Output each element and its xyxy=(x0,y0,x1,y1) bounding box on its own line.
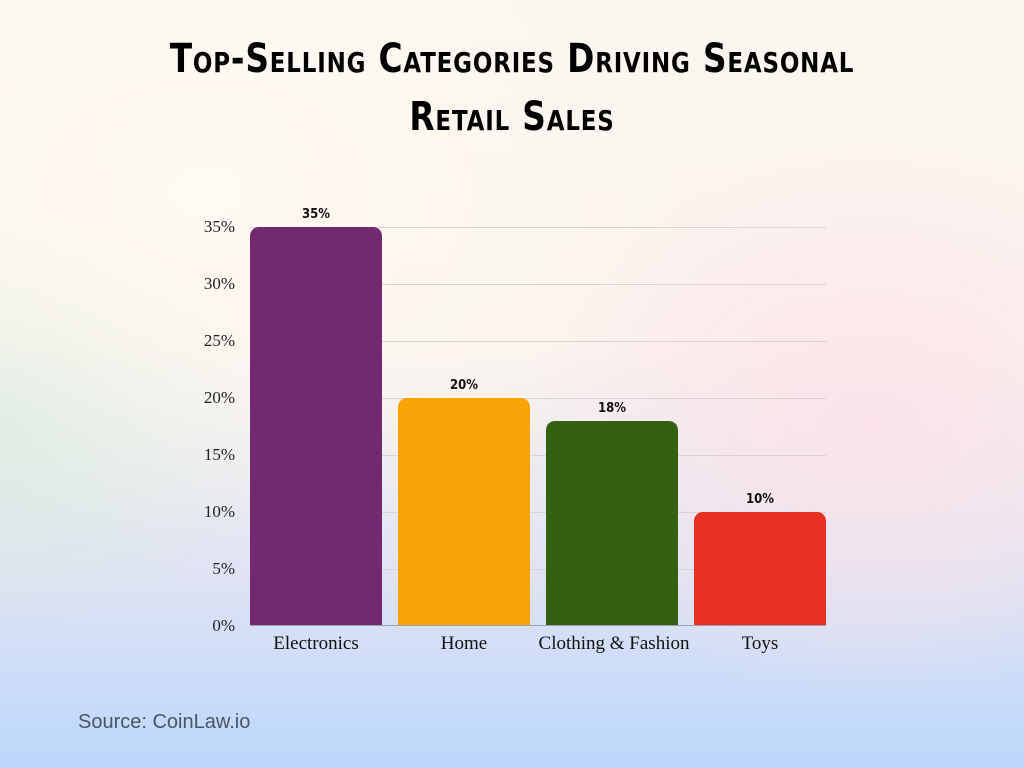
y-tick-label: 15% xyxy=(203,445,235,464)
x-tick-label: Electronics xyxy=(273,633,359,654)
x-tick-label: Home xyxy=(440,633,488,654)
y-tick-label: 30% xyxy=(203,274,235,293)
y-tick-label: 35% xyxy=(203,217,235,236)
y-tick-label: 20% xyxy=(203,388,235,407)
bar-value-label: 35% xyxy=(302,207,330,222)
bar-value-label: 18% xyxy=(598,401,626,416)
chart-title-line2: Retail Sales xyxy=(409,94,615,140)
chart-title: Top-Selling Categories Driving Seasonal … xyxy=(92,30,932,146)
x-tick-label: Toys xyxy=(741,633,779,654)
bar-value-label: 20% xyxy=(450,378,478,393)
bar-value-label: 10% xyxy=(746,492,774,507)
gridline xyxy=(250,569,826,570)
gridline xyxy=(250,398,826,399)
bar-toys xyxy=(694,512,826,626)
x-tick-label: Clothing & Fashion xyxy=(538,633,690,654)
bar-electronics xyxy=(250,227,382,626)
y-tick-label: 5% xyxy=(212,559,235,578)
x-axis-line xyxy=(250,625,826,626)
gridline xyxy=(250,284,826,285)
source-note: Source: CoinLaw.io xyxy=(78,711,251,733)
gridline xyxy=(250,227,826,228)
y-tick-label: 10% xyxy=(203,502,235,521)
chart-title-line1: Top-Selling Categories Driving Seasonal xyxy=(169,36,855,82)
gridline xyxy=(250,341,826,342)
bar-clothing-fashion xyxy=(546,421,678,626)
gridline xyxy=(250,512,826,513)
y-tick-label: 0% xyxy=(212,616,235,635)
gridline xyxy=(250,455,826,456)
plot-area: 35% 20% 18% 10% xyxy=(250,207,826,626)
y-tick-label: 25% xyxy=(203,331,235,350)
bar-home xyxy=(398,398,530,626)
